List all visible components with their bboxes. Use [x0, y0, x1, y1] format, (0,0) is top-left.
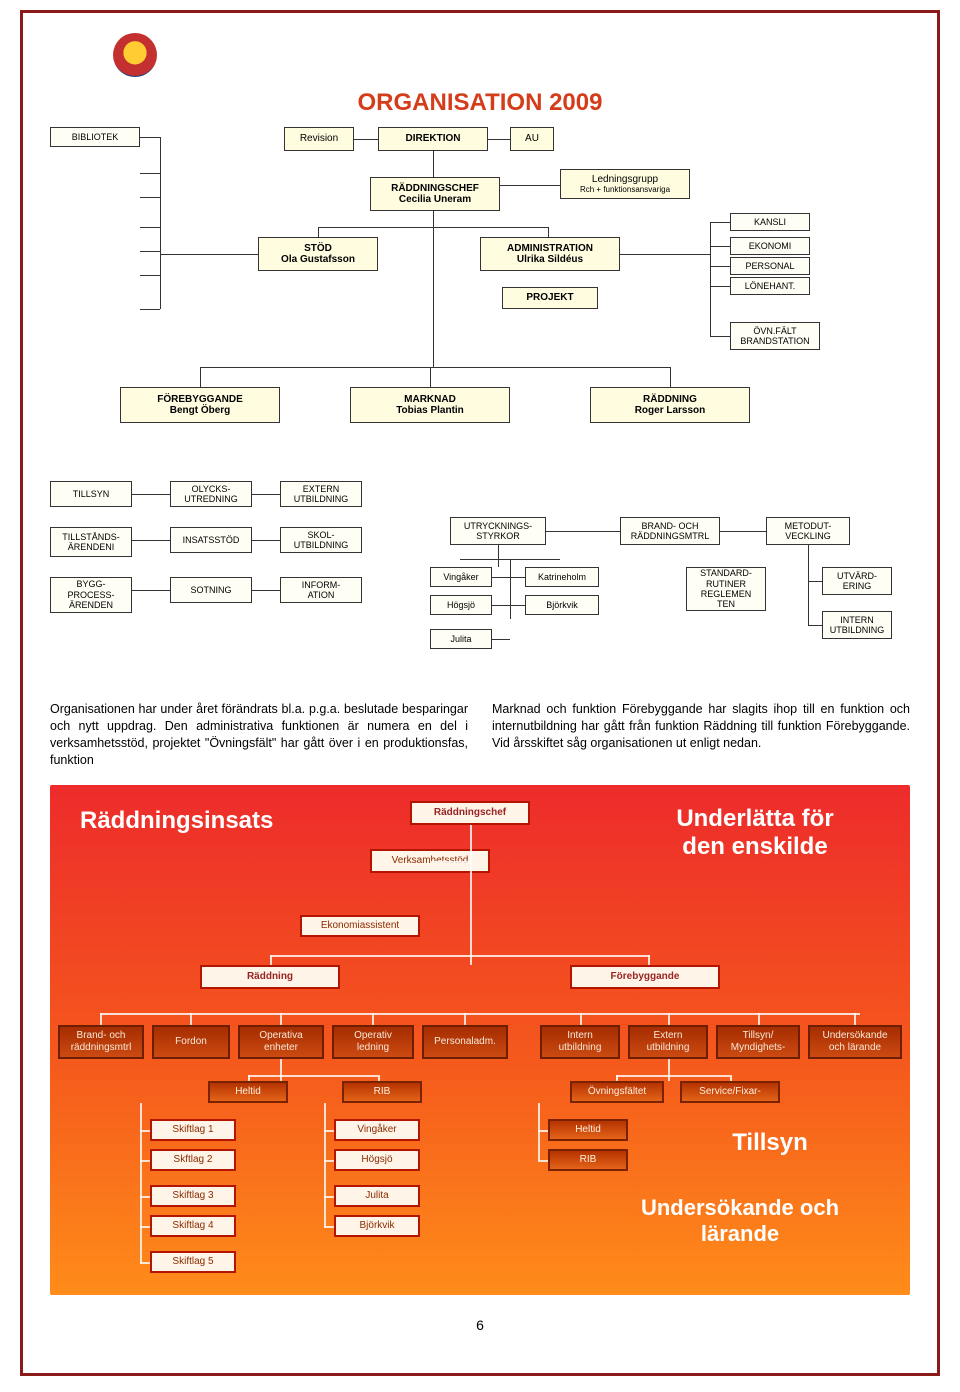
box-julita: Julita: [430, 629, 492, 649]
box-sotning: SOTNING: [170, 577, 252, 603]
box-skift-1: Skiftlag 1: [150, 1119, 236, 1141]
title-underlatta: Underlätta för den enskilde: [630, 805, 880, 863]
box-skift-4: Skiftlag 4: [150, 1215, 236, 1237]
org-chart-bottom: Räddningsinsats Underlätta för den enski…: [50, 785, 910, 1295]
label: Cecilia Uneram: [399, 194, 471, 206]
label: Bengt Öberg: [170, 405, 231, 417]
box-revision: Revision: [284, 127, 354, 151]
box-lonehant: LÖNEHANT.: [730, 277, 810, 295]
box-skift-2: Skftlag 2: [150, 1149, 236, 1171]
box-extern-utb: EXTERN UTBILDNING: [280, 481, 362, 507]
box-bjorkvik: Björkvik: [525, 595, 599, 615]
box-intern-heltid: Heltid: [548, 1119, 628, 1141]
page: ORGANISATION 2009 AUTOMATLARM KOMMUNIKAT…: [20, 10, 940, 1376]
box-tillstand: TILLSTÅNDS- ÄRENDENI: [50, 527, 132, 557]
box-intern-utb: INTERN UTBILDNING: [822, 611, 892, 639]
org-chart-top: AUTOMATLARM KOMMUNIKATION LARMPLANER DRI…: [50, 127, 910, 467]
box-utryck: UTRYCKNINGS- STYRKOR: [450, 517, 546, 545]
label: RÄDDNINGSCHEF: [391, 183, 479, 195]
box-rib-bjorkvik: Björkvik: [334, 1215, 420, 1237]
box-hogsjo: Högsjö: [430, 595, 492, 615]
box-forebyggande-b: Förebyggande: [570, 965, 720, 989]
label: Ulrika Sildéus: [517, 254, 583, 266]
box-intern-rib: RIB: [548, 1149, 628, 1171]
box-au: AU: [510, 127, 554, 151]
box-skift-3: Skiftlag 3: [150, 1185, 236, 1207]
label: Rch + funktionsansvariga: [580, 185, 670, 194]
label: Ola Gustafsson: [281, 254, 355, 266]
box-row-0: Brand- och räddningsmtrl: [58, 1025, 144, 1059]
box-kansli: KANSLI: [730, 213, 810, 231]
label: Roger Larsson: [635, 405, 706, 417]
page-title: ORGANISATION 2009: [47, 89, 913, 117]
box-projekt: PROJEKT: [502, 287, 598, 309]
box-raddning-b: Räddning: [200, 965, 340, 989]
box-utvardering: UTVÄRD- ERING: [822, 567, 892, 595]
box-row-7: Tillsyn/ Myndighets-: [716, 1025, 800, 1059]
box-row-5: Intern utbildning: [540, 1025, 620, 1059]
box-raddning: RÄDDNING Roger Larsson: [590, 387, 750, 423]
box-heltid: Heltid: [208, 1081, 288, 1103]
box-brand-mtrl: BRAND- OCH RÄDDNINGSMTRL: [620, 517, 720, 545]
box-rib: RIB: [342, 1081, 422, 1103]
box-metodutv: METODUT- VECKLING: [766, 517, 850, 545]
box-row-3: Operativ ledning: [332, 1025, 414, 1059]
box-row-2: Operativa enheter: [238, 1025, 324, 1059]
box-rib-julita: Julita: [334, 1185, 420, 1207]
label: RÄDDNING: [643, 394, 697, 406]
box-row-4: Personaladm.: [422, 1025, 508, 1059]
box-row-6: Extern utbildning: [628, 1025, 708, 1059]
label: FÖREBYGGANDE: [157, 394, 243, 406]
box-katrineholm: Katrineholm: [525, 567, 599, 587]
box-bibliotek: BIBLIOTEK: [50, 127, 140, 147]
box-ovningsfalt: Övningsfältet: [570, 1081, 664, 1103]
box-direktion: DIREKTION: [378, 127, 488, 151]
label: ADMINISTRATION: [507, 243, 593, 255]
box-insats: INSATSSTÖD: [170, 527, 252, 553]
box-ekonomiassistent: Ekonomiassistent: [300, 915, 420, 937]
box-tillsyn: TILLSYN: [50, 481, 132, 507]
para-left: Organisationen har under året förändrats…: [50, 701, 468, 769]
box-rib-vingaker: Vingåker: [334, 1119, 420, 1141]
title-raddningsinsats: Räddningsinsats: [80, 807, 273, 835]
label: STÖD: [304, 243, 332, 255]
org-badge-icon: [113, 33, 157, 77]
box-vingaker: Vingåker: [430, 567, 492, 587]
box-row-1: Fordon: [152, 1025, 230, 1059]
box-service-fixar: Service/Fixar-: [680, 1081, 780, 1103]
label: MARKNAD: [404, 394, 456, 406]
box-forebyggande: FÖREBYGGANDE Bengt Öberg: [120, 387, 280, 423]
box-byggprocess: BYGG- PROCESS- ÄRENDEN: [50, 577, 132, 613]
box-raddningschef: RÄDDNINGSCHEF Cecilia Uneram: [370, 177, 500, 211]
box-ledningsgrupp: Ledningsgrupp Rch + funktionsansvariga: [560, 169, 690, 199]
box-olycks: OLYCKS- UTREDNING: [170, 481, 252, 507]
box-stod: STÖD Ola Gustafsson: [258, 237, 378, 271]
box-skift-5: Skiftlag 5: [150, 1251, 236, 1273]
label: Ledningsgrupp: [592, 174, 658, 186]
page-number: 6: [47, 1317, 913, 1333]
box-raddningschef-b: Räddningschef: [410, 801, 530, 825]
box-row-8: Undersökande och lärande: [808, 1025, 902, 1059]
box-admin: ADMINISTRATION Ulrika Sildéus: [480, 237, 620, 271]
body-text: Organisationen har under året förändrats…: [50, 701, 910, 769]
box-ekonomi: EKONOMI: [730, 237, 810, 255]
org-chart-mid: TILLSYN TILLSTÅNDS- ÄRENDENI BYGG- PROCE…: [50, 481, 910, 691]
title-undersokande: Undersökande och lärande: [590, 1195, 890, 1248]
box-skol-utb: SKOL- UTBILDNING: [280, 527, 362, 553]
box-rib-hogsjo: Högsjö: [334, 1149, 420, 1171]
box-personal: PERSONAL: [730, 257, 810, 275]
title-tillsyn: Tillsyn: [670, 1129, 870, 1157]
label: Tobias Plantin: [396, 405, 464, 417]
box-information: INFORM- ATION: [280, 577, 362, 603]
box-std-rutiner: STANDARD- RUTINER REGLEMEN TEN: [686, 567, 766, 611]
box-ovnfalt: ÖVN.FÄLT BRANDSTATION: [730, 322, 820, 350]
box-marknad: MARKNAD Tobias Plantin: [350, 387, 510, 423]
para-right: Marknad och funktion Förebyggande har sl…: [492, 701, 910, 769]
